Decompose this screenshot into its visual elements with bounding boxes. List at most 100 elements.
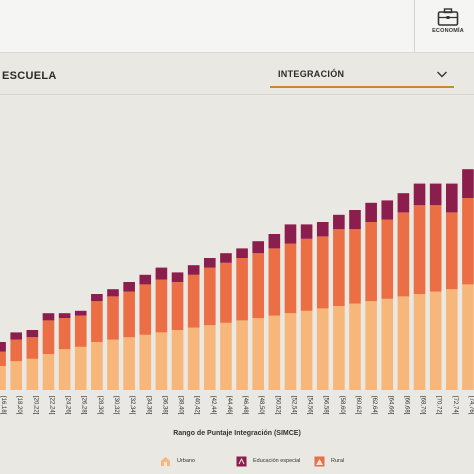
bar-educación-especial-23[interactable]: [365, 202, 377, 222]
bar-rural-20[interactable]: [316, 236, 329, 309]
bar-urbano-7[interactable]: [107, 339, 119, 390]
bar-rural-5[interactable]: [74, 315, 87, 347]
bar-rural-8[interactable]: [123, 291, 135, 338]
bar-urbano-12[interactable]: [187, 327, 200, 390]
bar-urbano-6[interactable]: [91, 342, 103, 390]
bar-urbano-21[interactable]: [333, 306, 345, 390]
bar-rural-27[interactable]: [429, 205, 442, 292]
bar-rural-28[interactable]: [445, 212, 458, 290]
bar-rural-9[interactable]: [139, 284, 152, 335]
bar-rural-4[interactable]: [58, 318, 71, 350]
bar-educación-especial-0[interactable]: [0, 342, 6, 352]
bar-urbano-10[interactable]: [155, 332, 168, 390]
bar-urbano-14[interactable]: [220, 322, 232, 390]
bar-educación-especial-11[interactable]: [171, 272, 184, 282]
especial-icon: [236, 456, 247, 467]
bar-urbano-3[interactable]: [42, 354, 55, 390]
bar-urbano-24[interactable]: [381, 298, 394, 390]
bar-urbano-22[interactable]: [349, 303, 361, 390]
bar-educación-especial-17[interactable]: [268, 234, 281, 249]
bar-urbano-25[interactable]: [397, 296, 410, 390]
bar-educación-especial-5[interactable]: [74, 310, 87, 316]
bar-urbano-20[interactable]: [316, 308, 329, 390]
bar-rural-10[interactable]: [155, 279, 168, 333]
bar-educación-especial-26[interactable]: [413, 183, 426, 206]
bar-educación-especial-4[interactable]: [58, 313, 71, 318]
bar-educación-especial-22[interactable]: [349, 210, 361, 230]
bar-urbano-27[interactable]: [429, 291, 442, 390]
bar-rural-17[interactable]: [268, 248, 281, 316]
bar-urbano-16[interactable]: [252, 318, 265, 390]
bar-rural-0[interactable]: [0, 351, 6, 366]
bar-educación-especial-16[interactable]: [252, 241, 265, 254]
bar-rural-18[interactable]: [284, 243, 297, 314]
bar-educación-especial-20[interactable]: [316, 222, 329, 237]
bar-urbano-13[interactable]: [203, 325, 216, 390]
bar-educación-especial-2[interactable]: [26, 330, 39, 338]
bar-rural-13[interactable]: [203, 267, 216, 326]
bar-educación-especial-12[interactable]: [187, 265, 200, 275]
bar-educación-especial-9[interactable]: [139, 274, 152, 285]
indicator-select[interactable]: INTEGRACIÓN: [270, 64, 454, 88]
bar-urbano-5[interactable]: [74, 346, 87, 390]
bar-educación-especial-19[interactable]: [300, 224, 313, 239]
x-tick-label: [26,28[: [81, 396, 87, 415]
bar-urbano-9[interactable]: [139, 334, 152, 390]
bar-educación-especial-3[interactable]: [42, 313, 55, 321]
bar-educación-especial-7[interactable]: [107, 289, 119, 297]
bar-urbano-2[interactable]: [26, 358, 39, 390]
bar-rural-12[interactable]: [187, 274, 200, 328]
tab-economia[interactable]: ECONOMÍA: [426, 8, 470, 48]
bar-urbano-19[interactable]: [300, 310, 313, 390]
bar-urbano-28[interactable]: [445, 289, 458, 390]
bar-educación-especial-29[interactable]: [462, 169, 474, 198]
bar-urbano-17[interactable]: [268, 315, 281, 390]
bar-rural-3[interactable]: [42, 320, 55, 354]
legend-item-urbano[interactable]: Urbano: [160, 454, 195, 468]
bar-rural-2[interactable]: [26, 337, 39, 359]
bar-rural-11[interactable]: [171, 282, 184, 330]
bar-rural-16[interactable]: [252, 253, 265, 318]
bar-educación-especial-18[interactable]: [284, 224, 297, 244]
bar-rural-21[interactable]: [333, 229, 345, 306]
bar-educación-especial-25[interactable]: [397, 193, 410, 213]
bar-urbano-8[interactable]: [123, 337, 135, 390]
bar-rural-22[interactable]: [349, 229, 361, 304]
bar-rural-15[interactable]: [236, 258, 248, 321]
bar-educación-especial-14[interactable]: [220, 253, 232, 263]
bar-rural-1[interactable]: [10, 339, 23, 362]
x-tick-label: [68,70[: [420, 396, 426, 415]
bar-educación-especial-6[interactable]: [91, 294, 103, 302]
bar-urbano-4[interactable]: [58, 349, 71, 390]
bar-urbano-23[interactable]: [365, 301, 377, 390]
bar-educación-especial-15[interactable]: [236, 248, 248, 258]
bar-urbano-29[interactable]: [462, 284, 474, 390]
bar-educación-especial-27[interactable]: [429, 183, 442, 206]
bar-educación-especial-13[interactable]: [203, 258, 216, 268]
bar-rural-14[interactable]: [220, 262, 232, 323]
bar-educación-especial-24[interactable]: [381, 200, 394, 220]
bar-educación-especial-28[interactable]: [445, 183, 458, 213]
bar-urbano-1[interactable]: [10, 361, 23, 390]
x-tick-label: [28,30[: [97, 396, 103, 415]
bar-rural-19[interactable]: [300, 238, 313, 311]
bar-urbano-15[interactable]: [236, 320, 248, 390]
legend-item-especial[interactable]: Educación especial: [236, 454, 300, 468]
x-tick-label: [58,60[: [339, 396, 345, 415]
legend-item-rural[interactable]: Rural: [314, 454, 344, 468]
bar-educación-especial-1[interactable]: [10, 332, 23, 340]
bar-educación-especial-21[interactable]: [333, 214, 345, 230]
bar-educación-especial-8[interactable]: [123, 282, 135, 292]
bar-rural-25[interactable]: [397, 212, 410, 297]
bar-rural-26[interactable]: [413, 205, 426, 294]
bar-rural-7[interactable]: [107, 296, 119, 340]
bar-rural-29[interactable]: [462, 198, 474, 285]
bar-urbano-18[interactable]: [284, 313, 297, 390]
bar-rural-6[interactable]: [91, 301, 103, 342]
bar-urbano-0[interactable]: [0, 366, 6, 390]
bar-educación-especial-10[interactable]: [155, 267, 168, 280]
bar-urbano-11[interactable]: [171, 330, 184, 390]
bar-rural-24[interactable]: [381, 219, 394, 299]
bar-urbano-26[interactable]: [413, 294, 426, 390]
bar-rural-23[interactable]: [365, 222, 377, 302]
